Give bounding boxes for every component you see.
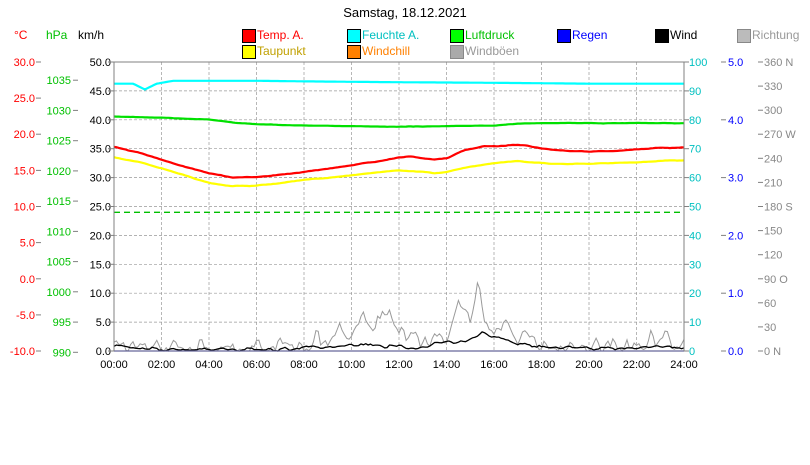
svg-text:14:00: 14:00 (433, 359, 461, 371)
svg-text:22:00: 22:00 (623, 359, 651, 371)
svg-text:10:00: 10:00 (338, 359, 366, 371)
svg-text:06:00: 06:00 (243, 359, 271, 371)
svg-text:16:00: 16:00 (480, 359, 508, 371)
svg-text:08:00: 08:00 (290, 359, 318, 371)
svg-text:24:00: 24:00 (670, 359, 698, 371)
svg-text:12:00: 12:00 (385, 359, 413, 371)
svg-text:04:00: 04:00 (195, 359, 223, 371)
svg-text:20:00: 20:00 (575, 359, 603, 371)
svg-text:18:00: 18:00 (528, 359, 556, 371)
svg-text:00:00: 00:00 (100, 359, 128, 371)
svg-text:02:00: 02:00 (148, 359, 176, 371)
